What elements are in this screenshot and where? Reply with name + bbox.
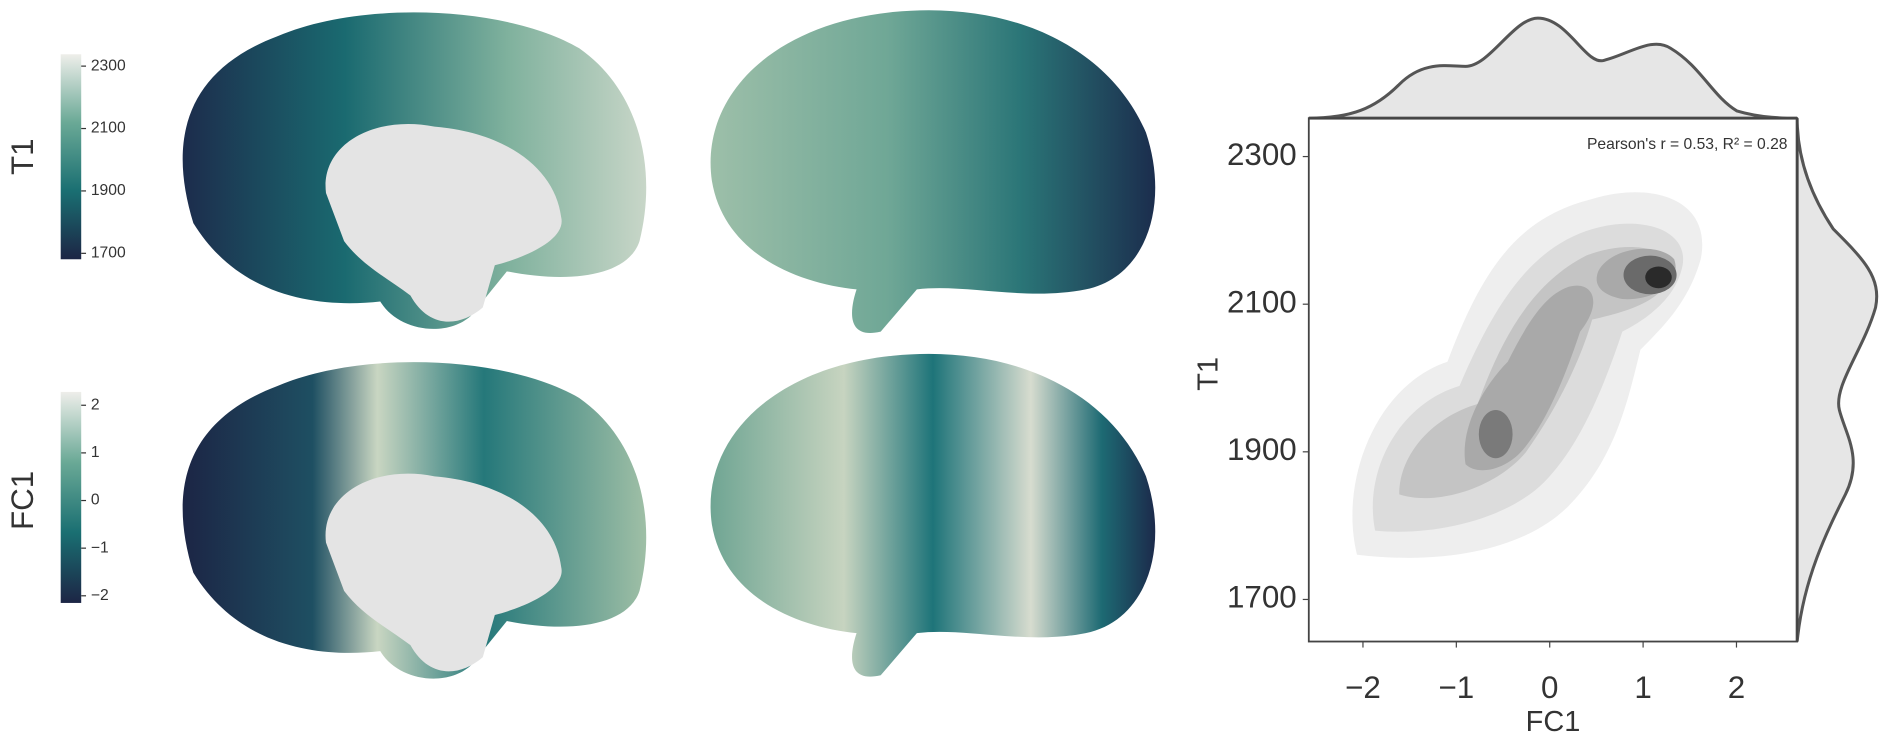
marginal-kde-x <box>1309 18 1797 118</box>
colorbar-label: FC1 <box>5 471 40 530</box>
figure: 1700 1900 2100 2300 T1 −2 −1 0 1 2 FC1 −2 −1 0 1 2 1700 1… <box>0 0 1882 738</box>
colorbar-tick-label: 1900 <box>91 182 126 199</box>
kde-contour <box>1479 410 1513 458</box>
x-axis-label: FC1 <box>1526 706 1581 738</box>
colorbar-tick-label: 2 <box>91 396 100 413</box>
x-tick-label: 1 <box>1634 670 1651 705</box>
page: {"chart_data": [ {"type": "colorbar", "l… <box>0 0 1882 738</box>
brain-lateral-t1 <box>711 10 1156 333</box>
colorbar-tick-label: −2 <box>91 587 109 604</box>
y-tick-label: 1900 <box>1227 432 1297 467</box>
kde-contour <box>1645 267 1672 289</box>
marginal-kde-y <box>1797 118 1877 641</box>
annotation: Pearson's r = 0.53, R² = 0.28 <box>1587 136 1788 153</box>
x-tick-label: −2 <box>1345 670 1381 705</box>
kde-contours <box>1352 192 1702 558</box>
colorbar-label: T1 <box>5 138 40 175</box>
x-tick-label: 2 <box>1728 670 1745 705</box>
colorbar-tick-label: 1 <box>91 444 100 461</box>
colorbar-tick-label: 2100 <box>91 120 126 137</box>
colorbar <box>61 54 81 259</box>
brain-surfaces <box>183 10 1156 678</box>
x-tick-label: −1 <box>1438 670 1474 705</box>
y-tick-label: 2300 <box>1227 137 1297 172</box>
x-tick-label: 0 <box>1541 670 1558 705</box>
colorbar-tick-label: −1 <box>91 539 109 556</box>
y-tick-label: 1700 <box>1227 580 1297 615</box>
colorbar-tick-label: 2300 <box>91 57 126 74</box>
y-axis-label: T1 <box>1193 357 1225 391</box>
brain-lateral-fc1 <box>711 354 1156 677</box>
y-tick-label: 2100 <box>1227 284 1297 319</box>
colorbar <box>61 392 81 603</box>
colorbar-tick-label: 0 <box>91 492 100 509</box>
colorbar-tick-label: 1700 <box>91 244 126 261</box>
